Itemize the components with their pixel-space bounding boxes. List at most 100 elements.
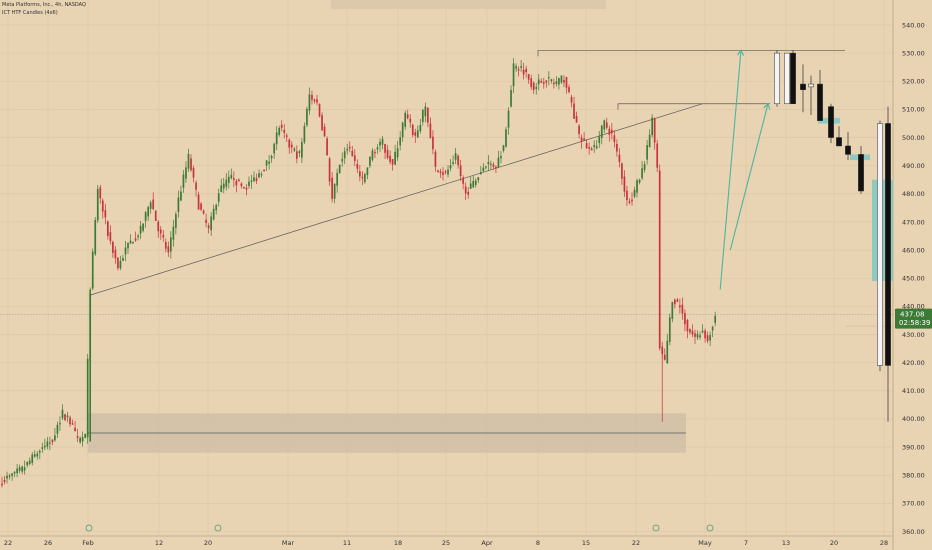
x-tick-label: 8 (536, 539, 540, 547)
candle-body (633, 189, 636, 197)
candle-body (36, 453, 39, 457)
candle (575, 111, 578, 123)
candle (651, 114, 654, 138)
candle-body (628, 201, 631, 204)
candle (333, 183, 336, 204)
candle (94, 216, 97, 256)
y-tick-label: 490.00 (902, 162, 925, 170)
candle-body (704, 330, 706, 339)
x-tick-label: 26 (44, 539, 52, 547)
candle-body (472, 180, 475, 188)
candle-body (265, 160, 268, 166)
candle (112, 240, 114, 258)
candle-body (371, 150, 374, 160)
candle (13, 470, 16, 478)
candle (379, 138, 381, 152)
candle-body (709, 335, 711, 341)
candle-body (79, 437, 81, 443)
candle-body (152, 199, 155, 210)
candle-body (636, 180, 638, 193)
y-tick-label: 520.00 (902, 78, 925, 86)
candle (253, 171, 255, 183)
candle-body (484, 166, 487, 168)
candle (474, 178, 477, 188)
candle (265, 160, 268, 171)
candle (585, 139, 588, 149)
candle (477, 177, 480, 184)
candle (275, 126, 278, 151)
candle-body (621, 163, 623, 179)
candle-body (409, 118, 412, 123)
candle (684, 309, 686, 332)
candle-body (694, 333, 696, 337)
candle-body (137, 235, 139, 238)
candle-body (84, 433, 87, 438)
candle (588, 142, 591, 155)
candle (180, 185, 182, 202)
candle (142, 223, 144, 233)
candle-body (182, 174, 185, 188)
candle (328, 156, 331, 186)
candle-body (495, 166, 497, 169)
candle-body (479, 172, 482, 175)
candle (668, 313, 671, 346)
candle-body (192, 167, 195, 178)
trendline (90, 103, 703, 296)
candle (689, 328, 691, 335)
candle (225, 173, 228, 191)
candle-body (366, 167, 369, 176)
htf-body (858, 154, 864, 192)
y-tick-label: 420.00 (902, 359, 925, 367)
candle (1, 476, 3, 488)
candle (590, 146, 593, 151)
x-tick-label: 18 (394, 539, 402, 547)
candle-body (109, 232, 112, 242)
candle (76, 429, 79, 442)
candle (177, 190, 180, 218)
candle-body (542, 82, 545, 84)
candle-body (626, 190, 628, 201)
candle-body (527, 74, 530, 80)
candle-body (134, 238, 137, 241)
candle-body (227, 176, 230, 183)
candle (190, 154, 192, 172)
candle (492, 162, 495, 170)
candle (706, 331, 709, 344)
candle-body (49, 442, 51, 444)
candle-body (689, 328, 691, 333)
htf-candle (817, 70, 823, 121)
candle (396, 141, 399, 161)
candle (507, 107, 510, 135)
candle (714, 311, 717, 327)
candle (341, 152, 344, 167)
candle-body (159, 229, 162, 234)
candle (346, 143, 349, 155)
candle-body (588, 147, 591, 149)
candle (326, 136, 328, 157)
candle (495, 165, 497, 173)
candle-body (268, 161, 270, 164)
candle-body (129, 240, 132, 244)
candle (681, 297, 684, 320)
candle-body (565, 77, 568, 88)
candle (532, 81, 535, 94)
candle (129, 234, 132, 244)
candle-body (273, 143, 276, 154)
candle (192, 165, 195, 183)
candle (205, 213, 207, 228)
candle-body (61, 409, 64, 419)
x-tick-label: 7 (744, 539, 748, 547)
candle (323, 123, 326, 138)
candle-body (648, 134, 651, 148)
candle-body (200, 203, 202, 210)
htf-candle (774, 50, 780, 107)
candle (515, 63, 517, 72)
candle-body (449, 165, 452, 169)
candle-body (404, 112, 407, 127)
top-pane-handle[interactable] (331, 0, 606, 9)
candle (200, 202, 202, 212)
candle (374, 148, 376, 158)
candle-body (8, 475, 11, 477)
candle-body (238, 179, 240, 182)
htf-body (885, 123, 891, 366)
